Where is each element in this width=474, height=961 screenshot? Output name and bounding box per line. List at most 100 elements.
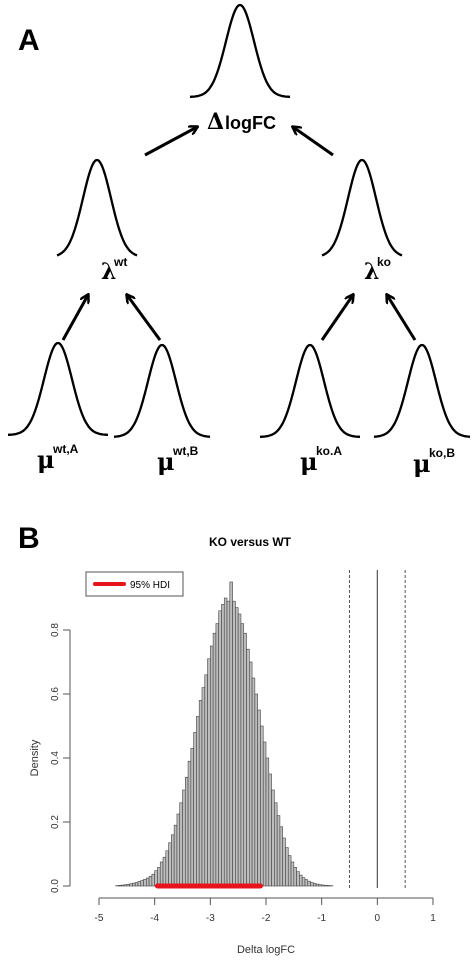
histogram-bar bbox=[151, 873, 155, 887]
histogram-bar bbox=[315, 883, 320, 887]
histogram-bar bbox=[235, 607, 239, 887]
histogram-bar bbox=[240, 623, 245, 887]
y-tick-label: 0.2 bbox=[50, 815, 61, 829]
histogram-bar bbox=[260, 725, 264, 887]
histogram-bar bbox=[148, 876, 153, 887]
x-tick-label: -2 bbox=[262, 913, 271, 924]
svg-text:wt,B: wt,B bbox=[172, 444, 199, 458]
histogram-bar bbox=[162, 856, 167, 887]
histogram-bar bbox=[179, 802, 183, 887]
histogram-bar bbox=[221, 604, 225, 887]
histogram-bar bbox=[321, 884, 325, 887]
histogram-bar bbox=[215, 623, 219, 887]
histogram-bar bbox=[210, 645, 214, 887]
curve-mu-koA bbox=[260, 343, 360, 438]
histogram-bar bbox=[212, 632, 217, 887]
curve-delta-logfc bbox=[190, 3, 290, 98]
panel-b-label: B bbox=[18, 522, 40, 555]
svg-text:wt,A: wt,A bbox=[52, 442, 79, 456]
histogram-bar bbox=[146, 877, 150, 887]
arrow-left-to-top bbox=[144, 127, 197, 157]
histogram-bar bbox=[143, 878, 147, 887]
histogram-bar bbox=[285, 847, 289, 887]
histogram-bar bbox=[187, 760, 192, 887]
histogram-bar bbox=[290, 861, 295, 887]
curve-mu-koB bbox=[374, 343, 470, 438]
lambda-wt-label: λ wt bbox=[101, 255, 127, 285]
chart-title: KO versus WT bbox=[209, 535, 292, 549]
svg-text:ko,B: ko,B bbox=[429, 446, 455, 460]
histogram-bar bbox=[171, 834, 175, 887]
histogram-bar bbox=[157, 867, 161, 887]
arrow-koA-to-ko bbox=[320, 295, 353, 341]
arrow-wtA-to-wt bbox=[61, 295, 88, 341]
histogram-bar bbox=[129, 883, 133, 887]
histogram-bar bbox=[207, 658, 211, 887]
curve-mu-wtB bbox=[114, 343, 210, 438]
histogram-bar bbox=[196, 716, 200, 887]
reference-lines bbox=[349, 570, 406, 888]
legend-label: 95% HDI bbox=[130, 580, 170, 591]
histogram-bar bbox=[182, 789, 186, 887]
histogram-bar bbox=[229, 581, 233, 887]
histogram-bar bbox=[318, 884, 322, 887]
svg-text:λ: λ bbox=[101, 259, 116, 285]
svg-text:wt: wt bbox=[113, 255, 127, 269]
curve-lambda-ko bbox=[321, 158, 403, 257]
delta-logfc-label: Δ logFC bbox=[207, 109, 276, 135]
x-tick-label: -3 bbox=[206, 913, 215, 924]
mu-koA-label: μ ko.A bbox=[300, 444, 342, 476]
histogram-bar bbox=[140, 880, 144, 887]
panel-a-label: A bbox=[18, 24, 40, 57]
curve-mu-wtA bbox=[8, 341, 108, 436]
curve-lambda-wt bbox=[56, 158, 138, 257]
y-axis-ticks: 0.0 0.2 0.4 0.6 0.8 bbox=[50, 623, 70, 893]
mu-wtA-label: μ wt,A bbox=[37, 442, 79, 474]
histogram-bar bbox=[126, 884, 130, 887]
y-tick-label: 0.4 bbox=[50, 751, 61, 765]
histogram-bar bbox=[262, 741, 267, 887]
legend: 95% HDI bbox=[85, 571, 184, 597]
svg-text:ko: ko bbox=[377, 255, 391, 269]
histogram-bar bbox=[232, 600, 236, 887]
histogram-bar bbox=[120, 884, 125, 887]
svg-text:μ: μ bbox=[300, 447, 318, 476]
mu-wtB-label: μ wt,B bbox=[157, 444, 199, 476]
x-tick-label: -5 bbox=[95, 913, 104, 924]
histogram-bar bbox=[254, 693, 258, 887]
x-tick-label: -1 bbox=[317, 913, 326, 924]
y-axis-title: Density bbox=[29, 739, 41, 776]
x-axis-title: Delta logFC bbox=[237, 944, 295, 956]
x-tick-label: 0 bbox=[375, 913, 381, 924]
histogram-bar bbox=[282, 837, 286, 887]
histogram-bar bbox=[237, 613, 242, 887]
svg-text:ko.A: ko.A bbox=[316, 444, 342, 458]
delta-symbol: Δ bbox=[207, 109, 224, 135]
histogram-bar bbox=[226, 600, 231, 887]
histogram-bar bbox=[223, 597, 228, 887]
x-tick-label: 1 bbox=[430, 913, 436, 924]
x-axis-ticks: -5 -4 -3 -2 -1 0 1 bbox=[95, 898, 436, 924]
histogram-bar bbox=[301, 877, 306, 887]
y-tick-label: 0.6 bbox=[50, 687, 61, 701]
histogram-bar bbox=[132, 882, 136, 887]
histogram-bar bbox=[204, 674, 208, 887]
arrow-wtB-to-wt bbox=[127, 295, 162, 341]
histogram-bar bbox=[293, 867, 297, 887]
histogram-bar bbox=[249, 661, 253, 887]
histogram-bar bbox=[165, 850, 169, 887]
histogram-bar bbox=[184, 776, 189, 887]
histogram-bar bbox=[304, 879, 309, 887]
histogram-bar bbox=[310, 882, 314, 887]
histogram-bar bbox=[299, 874, 303, 887]
histogram-bar bbox=[190, 748, 194, 887]
svg-text:μ: μ bbox=[37, 445, 55, 474]
y-tick-label: 0.8 bbox=[50, 623, 61, 637]
bell-curves bbox=[8, 3, 470, 438]
histogram-bar bbox=[201, 687, 206, 887]
histogram-bar bbox=[276, 815, 281, 887]
histogram-bar bbox=[279, 826, 284, 887]
histogram-bar bbox=[176, 813, 181, 887]
histogram bbox=[115, 581, 334, 887]
logfc-text: logFC bbox=[225, 113, 276, 133]
